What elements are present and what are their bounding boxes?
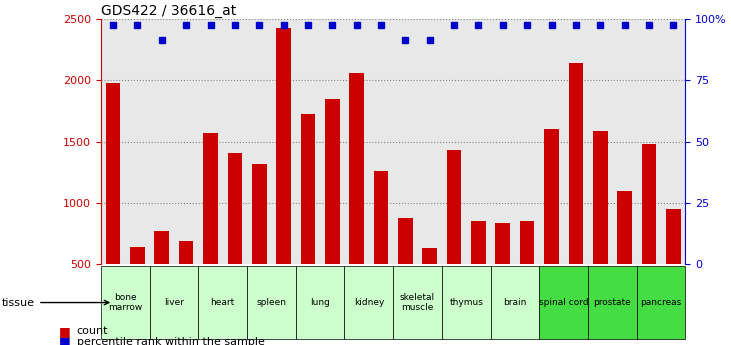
FancyBboxPatch shape (539, 266, 588, 339)
Text: GDS422 / 36616_at: GDS422 / 36616_at (101, 4, 236, 18)
Text: thymus: thymus (450, 298, 483, 307)
Text: tissue: tissue (2, 297, 109, 307)
Bar (544, 129, 558, 326)
Bar (666, 209, 681, 326)
Bar (179, 241, 194, 326)
Text: skeletal
muscle: skeletal muscle (400, 293, 435, 312)
Bar (617, 191, 632, 326)
FancyBboxPatch shape (101, 266, 150, 339)
Bar (300, 114, 315, 326)
Text: ■: ■ (58, 335, 70, 345)
Bar (130, 247, 145, 326)
Text: prostate: prostate (594, 298, 632, 307)
Bar (398, 218, 413, 326)
FancyBboxPatch shape (637, 266, 686, 339)
Bar (423, 248, 437, 326)
FancyBboxPatch shape (344, 266, 393, 339)
FancyBboxPatch shape (247, 266, 296, 339)
Text: ■: ■ (58, 325, 70, 338)
Text: pancreas: pancreas (640, 298, 682, 307)
Text: count: count (77, 326, 108, 336)
Bar (520, 221, 534, 326)
Bar (106, 83, 121, 326)
Bar (496, 223, 510, 326)
FancyBboxPatch shape (393, 266, 442, 339)
Text: spinal cord: spinal cord (539, 298, 588, 307)
FancyBboxPatch shape (491, 266, 539, 339)
Bar (154, 231, 169, 326)
FancyBboxPatch shape (150, 266, 198, 339)
FancyBboxPatch shape (442, 266, 491, 339)
Bar (276, 28, 291, 326)
Text: heart: heart (211, 298, 235, 307)
Text: liver: liver (164, 298, 184, 307)
Bar (227, 153, 242, 326)
Bar (325, 99, 340, 326)
Text: kidney: kidney (354, 298, 384, 307)
Text: percentile rank within the sample: percentile rank within the sample (77, 337, 265, 345)
Text: brain: brain (504, 298, 526, 307)
Text: lung: lung (310, 298, 330, 307)
Text: spleen: spleen (257, 298, 287, 307)
Bar (374, 171, 388, 326)
FancyBboxPatch shape (296, 266, 344, 339)
FancyBboxPatch shape (588, 266, 637, 339)
Text: bone
marrow: bone marrow (108, 293, 143, 312)
FancyBboxPatch shape (198, 266, 247, 339)
Bar (252, 164, 267, 326)
Bar (447, 150, 461, 326)
Bar (569, 63, 583, 326)
Bar (471, 221, 486, 326)
Bar (642, 144, 656, 326)
Bar (203, 133, 218, 326)
Bar (593, 131, 607, 326)
Bar (349, 73, 364, 326)
